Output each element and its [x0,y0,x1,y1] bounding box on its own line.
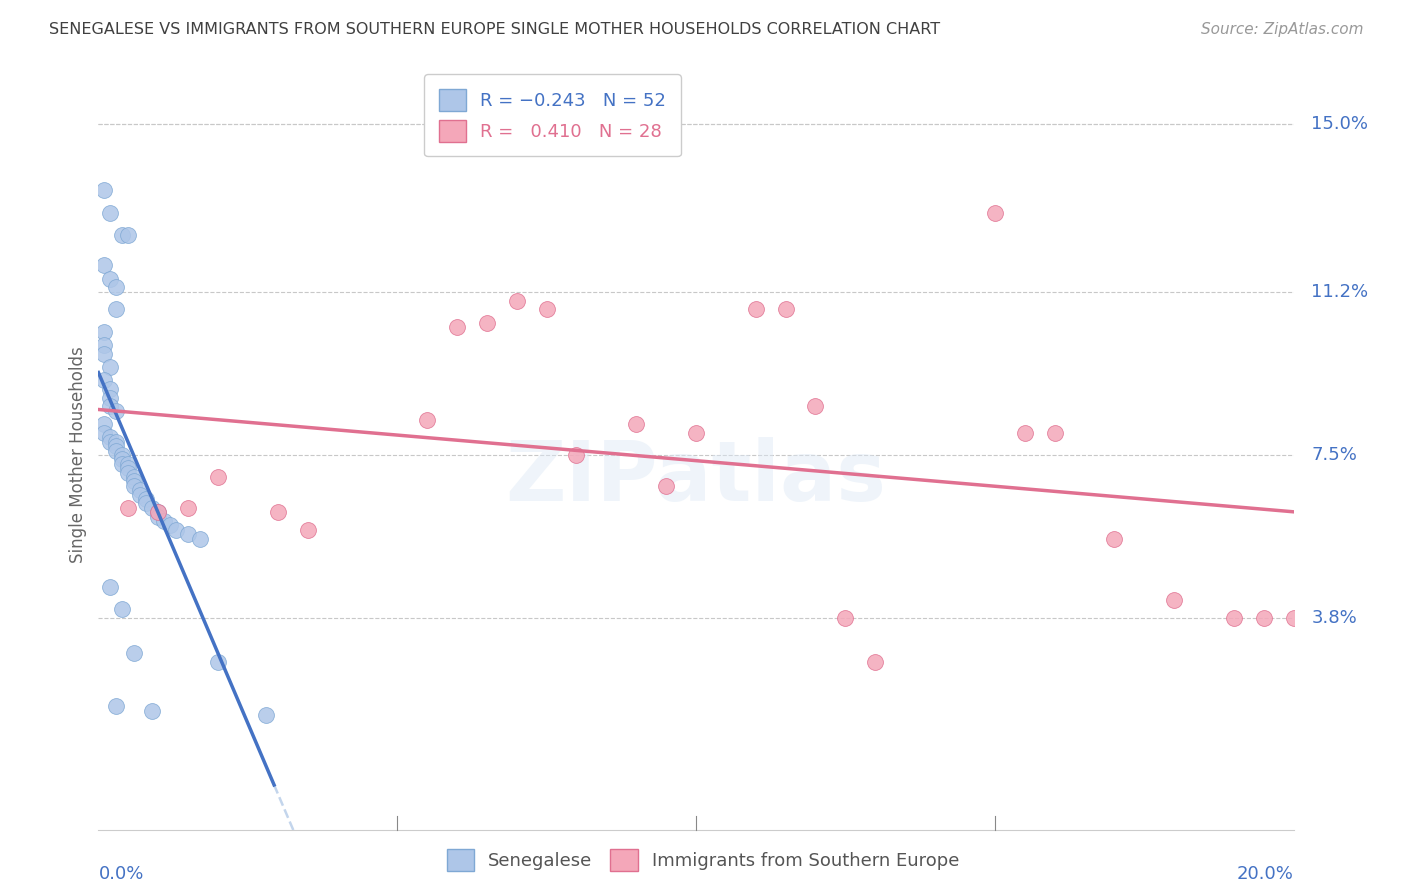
Legend: R = −0.243   N = 52, R =   0.410   N = 28: R = −0.243 N = 52, R = 0.410 N = 28 [425,74,681,156]
Point [124,475,146,489]
Point [98,382,122,396]
Point [565,448,588,462]
Point [111,452,134,467]
Point [148,505,170,519]
Point [98,400,122,414]
Text: 3.8%: 3.8% [1312,609,1357,627]
Point [93,346,115,360]
Point [188,532,211,546]
Point [105,302,128,317]
Text: ZIPatlas: ZIPatlas [506,437,886,518]
Point [148,505,170,519]
Point [124,470,146,484]
Point [117,227,139,242]
Point [984,205,1007,219]
Text: 11.2%: 11.2% [1312,283,1368,301]
Point [1223,611,1246,625]
Point [117,500,139,515]
Point [117,461,139,475]
Point [834,611,856,625]
Text: SENEGALESE VS IMMIGRANTS FROM SOUTHERN EUROPE SINGLE MOTHER HOUSEHOLDS CORRELATI: SENEGALESE VS IMMIGRANTS FROM SOUTHERN E… [49,22,941,37]
Point [865,655,887,669]
Point [98,580,122,594]
Point [1014,425,1036,440]
Point [177,527,200,541]
Point [93,373,115,387]
Point [98,359,122,374]
Point [98,391,122,405]
Point [141,500,163,515]
Point [93,184,115,198]
Point [207,655,229,669]
Point [111,227,134,242]
Text: 7.5%: 7.5% [1312,446,1357,464]
Point [93,425,115,440]
Point [141,704,163,718]
Point [105,439,128,453]
Point [117,457,139,471]
Point [1163,593,1185,607]
Point [506,293,529,308]
Point [93,259,115,273]
Point [111,457,134,471]
Point [254,708,277,723]
Text: 0.0%: 0.0% [98,865,143,883]
Point [98,434,122,449]
Point [111,602,134,616]
Point [1104,532,1126,546]
Point [135,491,157,506]
Point [93,337,115,351]
Point [446,320,468,334]
Point [98,205,122,219]
Point [129,487,152,501]
Point [1282,611,1305,625]
Point [98,430,122,444]
Point [416,412,439,426]
Text: Source: ZipAtlas.com: Source: ZipAtlas.com [1201,22,1364,37]
Point [1253,611,1275,625]
Point [105,443,128,458]
Text: 20.0%: 20.0% [1237,865,1294,883]
Point [105,280,128,294]
Point [536,302,558,317]
Point [685,425,707,440]
Point [475,316,498,330]
Point [105,434,128,449]
Point [267,505,290,519]
Point [98,271,122,285]
Point [159,518,181,533]
Point [124,646,146,660]
Point [207,470,229,484]
Point [135,496,157,510]
Point [111,448,134,462]
Point [93,417,115,431]
Point [297,523,319,537]
Point [804,400,827,414]
Point [655,479,678,493]
Point [177,500,200,515]
Point [1043,425,1066,440]
Point [93,325,115,339]
Point [105,404,128,418]
Point [129,483,152,498]
Point [775,302,797,317]
Point [153,514,176,528]
Point [105,699,128,714]
Point [148,509,170,524]
Point [124,479,146,493]
Point [626,417,648,431]
Point [165,523,187,537]
Point [745,302,768,317]
Y-axis label: Single Mother Households: Single Mother Households [69,347,87,563]
Legend: Senegalese, Immigrants from Southern Europe: Senegalese, Immigrants from Southern Eur… [440,842,966,879]
Text: 15.0%: 15.0% [1312,115,1368,134]
Point [117,466,139,480]
